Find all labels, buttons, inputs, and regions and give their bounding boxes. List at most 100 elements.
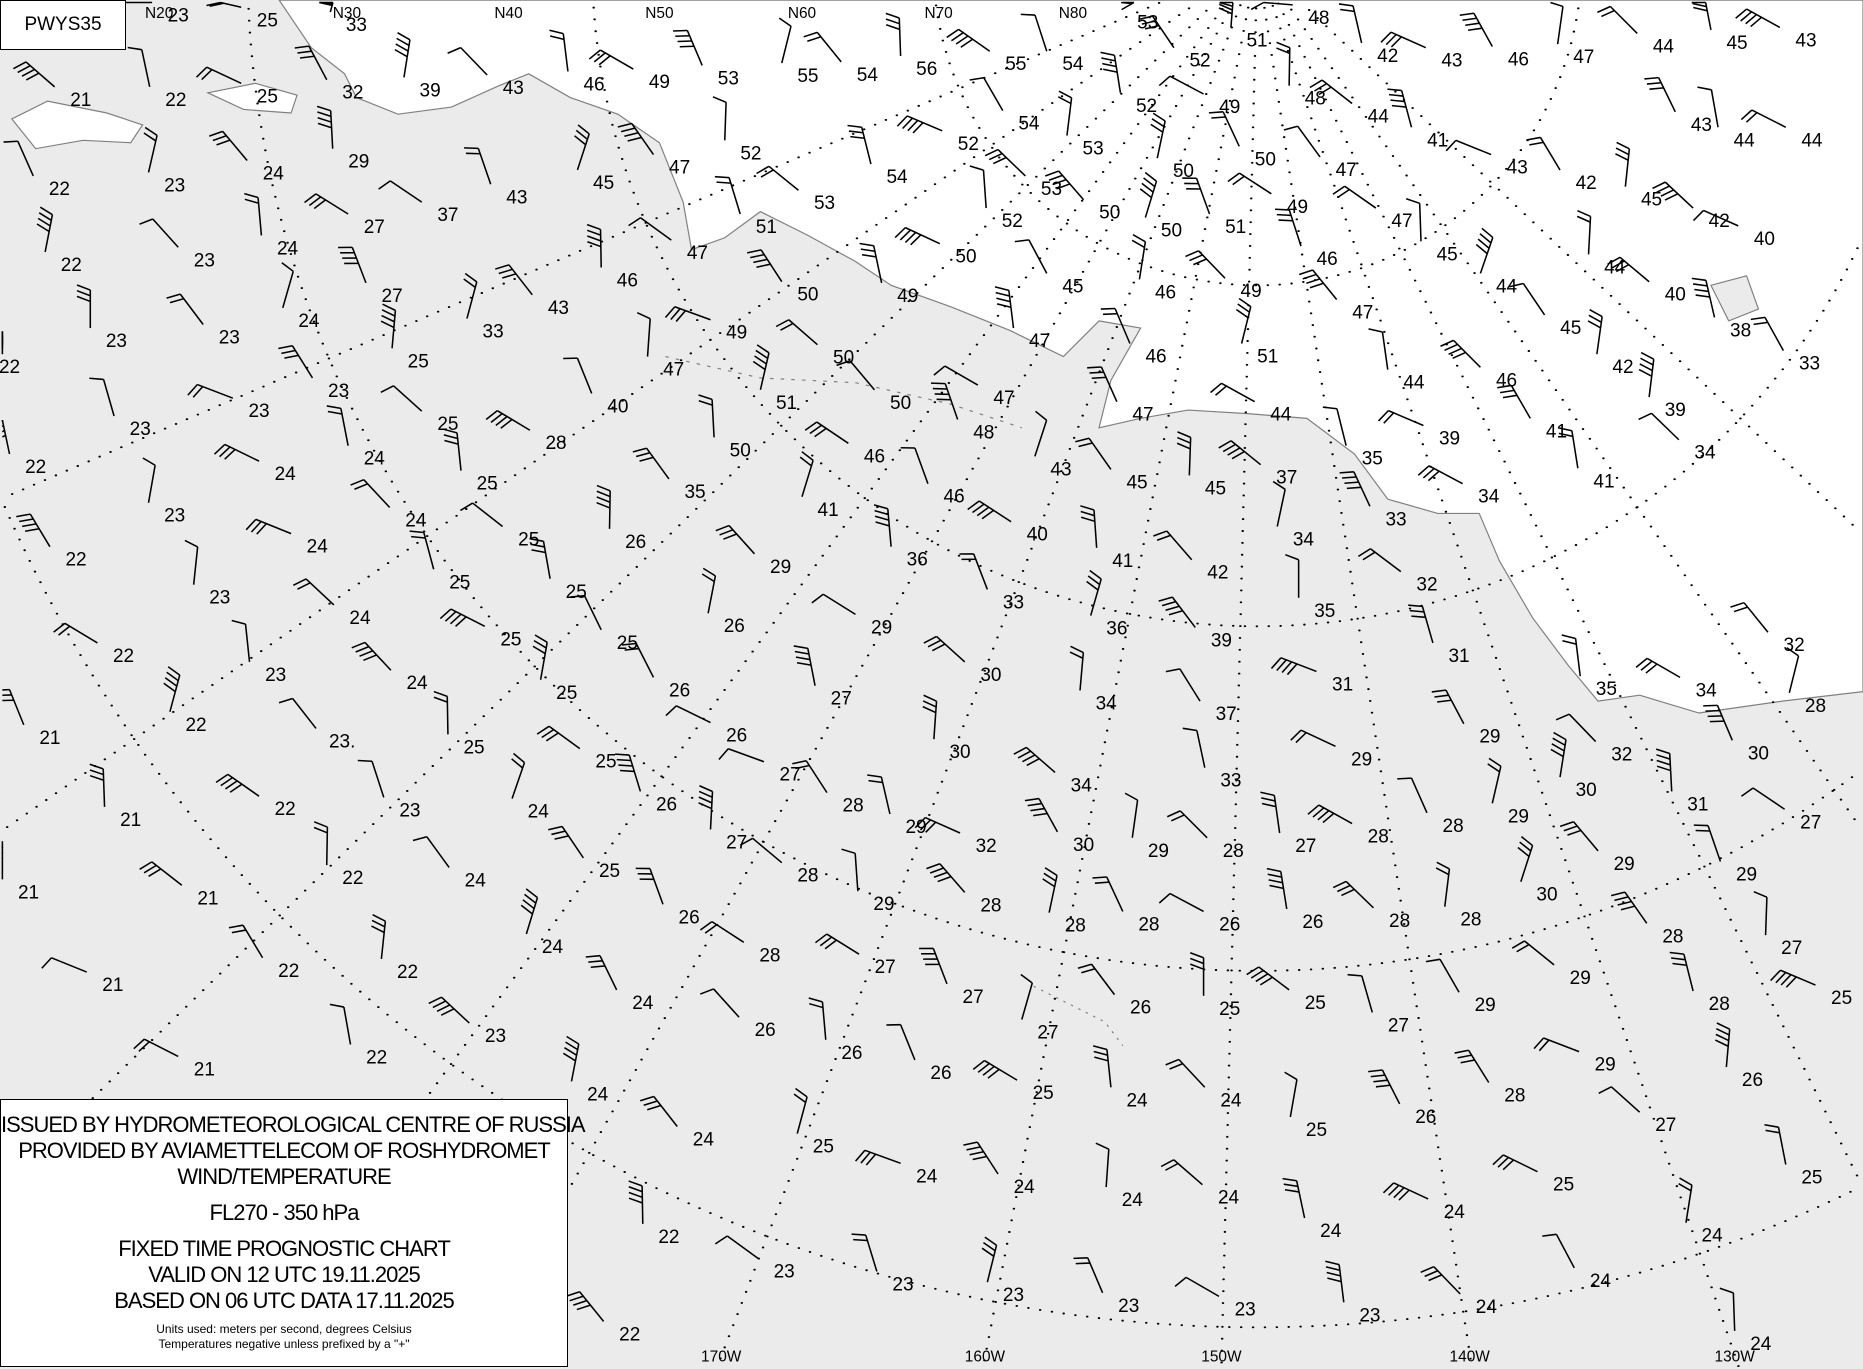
wind-barb xyxy=(775,319,818,346)
temperature-label: 26 xyxy=(656,794,677,815)
product-line: WIND/TEMPERATURE xyxy=(177,1164,391,1189)
temperature-label: 49 xyxy=(897,286,918,307)
wind-barb xyxy=(1533,1037,1580,1053)
wind-barb xyxy=(896,115,943,134)
wind-barb xyxy=(715,524,756,555)
wind-barb xyxy=(292,578,335,606)
wind-barb xyxy=(1517,836,1534,882)
wind-barb xyxy=(570,594,602,631)
wind-barb xyxy=(854,1149,901,1166)
lake-great-slave xyxy=(1710,275,1760,322)
temperature-label: 26 xyxy=(841,1043,862,1064)
wind-barb xyxy=(967,500,1012,523)
temperature-label: 24 xyxy=(1750,1334,1772,1355)
temperature-label: 29 xyxy=(1148,841,1169,862)
wind-barb xyxy=(1332,185,1377,209)
wind-barb xyxy=(778,17,792,64)
wind-barb xyxy=(1042,867,1058,913)
temperature-label: 50 xyxy=(890,393,911,414)
temperature-label: 27 xyxy=(1781,938,1802,959)
latitude-label: N60 xyxy=(788,5,816,22)
wind-barb xyxy=(1693,824,1722,862)
wind-barb xyxy=(981,1236,998,1283)
wind-barb xyxy=(922,694,938,740)
temperature-label: 43 xyxy=(1507,158,1528,179)
temperature-label: 29 xyxy=(905,817,926,838)
temperature-label: 55 xyxy=(1005,54,1026,75)
wind-barb xyxy=(1691,1,1712,30)
wind-barb xyxy=(1218,1,1234,28)
temperature-label: 33 xyxy=(1003,592,1024,613)
legend-box: ISSUED BY HYDROMETEOROLOGICAL CENTRE OF … xyxy=(0,1099,586,1367)
wind-barb xyxy=(13,61,56,88)
temperature-label: 30 xyxy=(1536,885,1557,906)
wind-barb xyxy=(565,1291,605,1322)
temperature-label: 25 xyxy=(1306,1120,1327,1141)
wind-barb xyxy=(439,608,486,627)
wind-barb xyxy=(1440,339,1481,368)
temperature-label: 46 xyxy=(1508,49,1529,70)
wind-barb xyxy=(1182,727,1206,768)
temperature-label: 50 xyxy=(1173,161,1194,182)
wind-barb xyxy=(548,825,585,859)
temperature-label: 35 xyxy=(1362,449,1383,470)
wind-barb xyxy=(409,530,435,570)
wind-barb xyxy=(313,821,329,866)
wind-barb xyxy=(443,428,462,471)
wind-barb xyxy=(1139,171,1158,218)
temperature-label: 24 xyxy=(632,993,654,1014)
longitude-label: 150W xyxy=(1201,1349,1242,1366)
wind-barb xyxy=(664,306,711,322)
wind-barb xyxy=(1380,31,1427,49)
wind-barb xyxy=(281,262,294,309)
wind-barb xyxy=(433,690,449,735)
wind-barb xyxy=(873,504,892,547)
temperature-label: 47 xyxy=(669,158,690,179)
wind-barb xyxy=(1282,1177,1306,1219)
wind-barb xyxy=(1692,209,1739,227)
wind-barb xyxy=(350,478,391,508)
temperature-label: 37 xyxy=(1216,704,1237,725)
wind-barb xyxy=(1638,351,1655,398)
wind-barb xyxy=(278,697,317,729)
wind-barb xyxy=(1307,804,1353,825)
wind-barb xyxy=(885,12,902,57)
chart-id-box: PWYS35 xyxy=(0,0,126,50)
temperature-label: 55 xyxy=(797,66,818,87)
wind-barb xyxy=(1526,136,1561,171)
wind-barb xyxy=(127,46,151,88)
latitude-label: N50 xyxy=(645,5,673,22)
wind-barb xyxy=(163,666,181,713)
temperature-label: 44 xyxy=(1801,130,1823,151)
temperature-label: 28 xyxy=(1504,1086,1525,1107)
temperature-label: 22 xyxy=(342,868,363,889)
temperature-label: 56 xyxy=(916,59,937,80)
wind-barb xyxy=(1740,787,1786,810)
temperature-label: 30 xyxy=(1073,835,1094,856)
wind-barb xyxy=(632,447,670,480)
wind-barb xyxy=(1635,657,1681,679)
temperature-label: 32 xyxy=(976,836,997,857)
temperature-label: 50 xyxy=(1099,203,1120,224)
temperature-label: 39 xyxy=(420,80,441,101)
wind-barb xyxy=(563,357,593,394)
wind-barb xyxy=(143,126,158,173)
wind-barb xyxy=(926,863,966,893)
wind-barb xyxy=(739,837,783,864)
temperature-label: 40 xyxy=(1665,285,1686,306)
wind-barb xyxy=(1309,79,1353,105)
wind-barb xyxy=(1044,170,1085,201)
wind-barb xyxy=(1408,604,1434,644)
wind-barb xyxy=(1435,861,1451,907)
temperature-label: 21 xyxy=(194,1059,215,1080)
temperature-label: 24 xyxy=(1590,1271,1612,1292)
temperature-label: 50 xyxy=(833,348,854,369)
wind-barb xyxy=(1087,366,1118,403)
wind-barb xyxy=(886,1023,916,1061)
wind-barb xyxy=(338,246,367,284)
wind-barb xyxy=(588,49,634,70)
wind-barb xyxy=(1420,1265,1461,1295)
temperature-label: 29 xyxy=(1614,854,1635,875)
temperature-label: 29 xyxy=(871,617,892,638)
temperature-label: 23 xyxy=(130,419,151,440)
